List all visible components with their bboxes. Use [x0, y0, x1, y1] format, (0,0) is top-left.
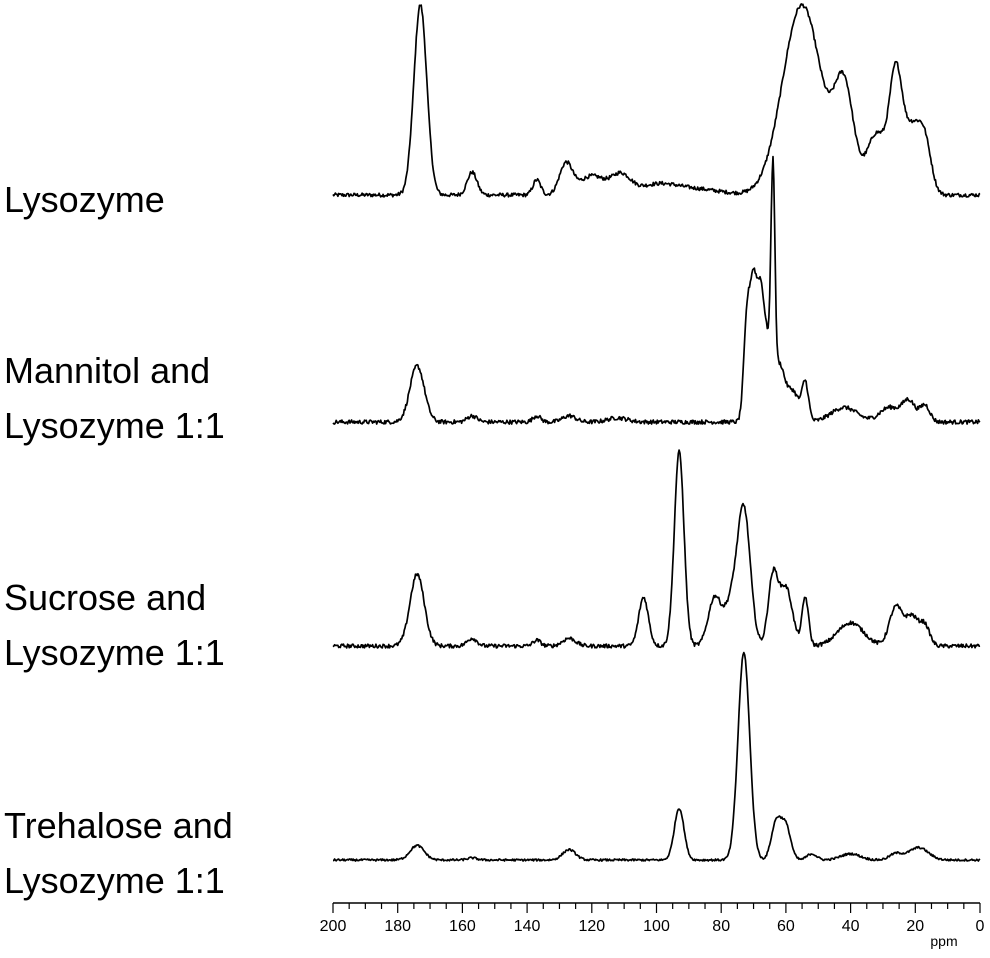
x-axis-tick-labels: 200 180 160 140 120 100 80 60 40 20 0	[320, 918, 985, 935]
series-label-lysozyme: Lysozyme	[4, 179, 165, 220]
tick-label: 0	[976, 918, 985, 935]
tick-label: 60	[777, 918, 795, 935]
tick-label: 20	[906, 918, 924, 935]
spectrum-sucrose-lysozyme	[332, 449, 981, 649]
x-axis: 200 180 160 140 120 100 80 60 40 20 0 ppm	[320, 902, 985, 949]
series-label-sucrose-line1: Sucrose and	[4, 577, 206, 618]
x-axis-ticks	[332, 903, 981, 913]
tick-label: 120	[578, 918, 605, 935]
series-label-mannitol-line2: Lysozyme 1:1	[4, 405, 225, 446]
tick-label: 180	[384, 918, 411, 935]
spectrum-lysozyme	[332, 3, 981, 198]
tick-label: 40	[842, 918, 860, 935]
tick-label: 100	[643, 918, 670, 935]
spectrum-mannitol-lysozyme	[332, 155, 981, 425]
x-axis-unit-label: ppm	[930, 933, 957, 949]
tick-label: 80	[712, 918, 730, 935]
series-label-mannitol-line1: Mannitol and	[4, 350, 210, 391]
series-labels: Lysozyme Mannitol and Lysozyme 1:1 Sucro…	[4, 179, 233, 901]
spectrum-trehalose-lysozyme	[332, 651, 981, 862]
tick-label: 160	[449, 918, 476, 935]
series-label-sucrose-line2: Lysozyme 1:1	[4, 632, 225, 673]
series-label-trehalose-line2: Lysozyme 1:1	[4, 860, 225, 901]
spectra-traces	[332, 3, 981, 862]
tick-label: 140	[514, 918, 541, 935]
series-label-trehalose-line1: Trehalose and	[4, 805, 233, 846]
tick-label: 200	[320, 918, 347, 935]
